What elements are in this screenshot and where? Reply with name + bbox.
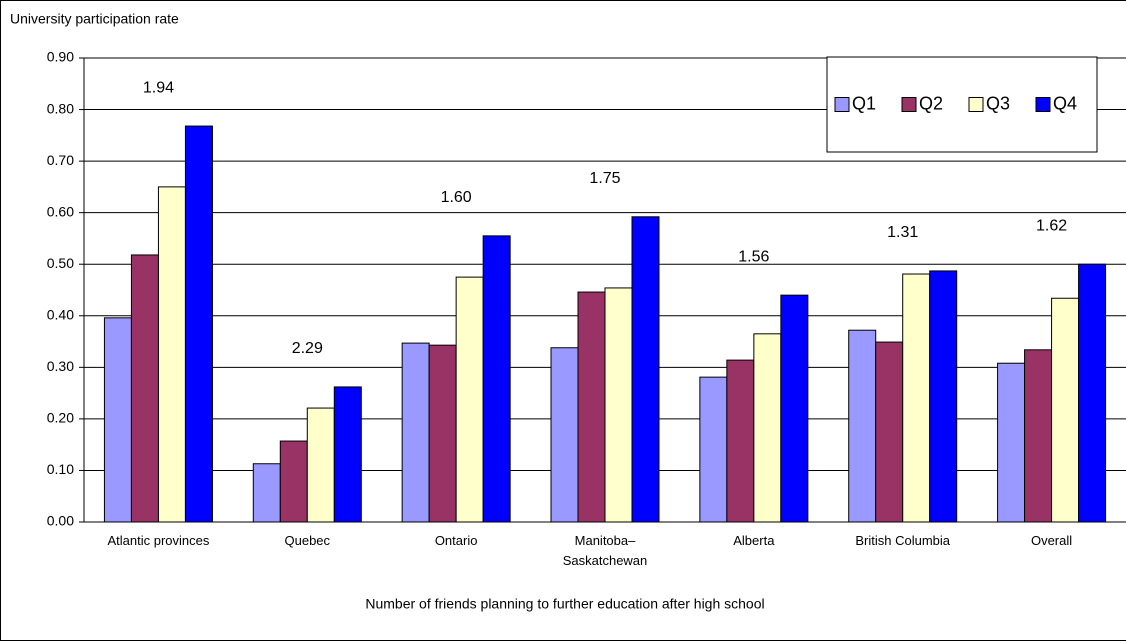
bar	[401, 342, 430, 523]
legend-label: Q3	[986, 93, 1010, 113]
x-tick-label: Manitoba– Saskatchewan	[563, 533, 648, 568]
bar	[780, 294, 809, 523]
bar	[252, 463, 281, 523]
bar	[699, 376, 728, 523]
x-tick-label: British Columbia	[855, 533, 950, 548]
y-tick-label: 0.60	[47, 203, 74, 219]
y-tick-label: 0.40	[47, 306, 74, 322]
annotation: 1.60	[441, 189, 472, 206]
y-tick-label: 0.20	[47, 410, 74, 426]
bar	[333, 386, 362, 523]
legend-label: Q1	[852, 93, 876, 113]
bar	[130, 254, 159, 523]
bar	[428, 344, 457, 523]
bar	[902, 273, 931, 523]
x-tick-label: Ontario	[435, 533, 478, 548]
legend-swatch	[901, 97, 917, 112]
annotation: 1.56	[738, 248, 769, 265]
bar	[997, 362, 1026, 523]
bar	[455, 276, 484, 523]
bar	[550, 347, 579, 523]
annotation: 1.31	[887, 224, 918, 241]
legend-swatch	[1035, 97, 1051, 112]
legend-swatch	[968, 97, 984, 112]
bar	[848, 329, 877, 523]
bar	[631, 216, 660, 523]
legend-label: Q4	[1053, 93, 1077, 113]
annotation: 2.29	[292, 340, 323, 357]
legend-label: Q2	[919, 93, 943, 113]
x-tick-label: Atlantic provinces	[107, 533, 209, 548]
bar	[577, 291, 606, 523]
x-tick-label: Quebec	[285, 533, 331, 548]
y-tick-label: 0.50	[47, 255, 74, 271]
annotation: 1.94	[143, 79, 174, 96]
y-tick-label: 0.90	[47, 49, 74, 65]
legend-swatch	[834, 97, 850, 112]
bar	[726, 359, 755, 523]
y-tick-label: 0.80	[47, 100, 74, 116]
y-tick-label: 0.00	[47, 513, 74, 529]
bar	[157, 186, 186, 523]
bar	[306, 407, 335, 523]
bar	[875, 341, 904, 523]
legend-box	[826, 56, 1098, 153]
annotation: 1.75	[589, 170, 620, 187]
bar	[482, 235, 511, 523]
y-tick-label: 0.10	[47, 461, 74, 477]
bar	[604, 287, 633, 523]
y-tick-label: 0.30	[47, 358, 74, 374]
bar	[279, 440, 308, 523]
annotation: 1.62	[1036, 217, 1067, 234]
bar	[1051, 297, 1080, 523]
x-axis-label: Number of friends planning to further ed…	[365, 596, 764, 612]
bar	[929, 270, 958, 523]
x-tick-label: Overall	[1031, 533, 1072, 548]
x-tick-label: Alberta	[733, 533, 775, 548]
y-tick-label: 0.70	[47, 152, 74, 168]
y-axis-label: University participation rate	[10, 11, 179, 27]
bar	[1024, 349, 1053, 523]
bar	[1078, 263, 1107, 523]
bar	[184, 125, 213, 523]
bar	[103, 317, 132, 523]
bar	[753, 333, 782, 523]
